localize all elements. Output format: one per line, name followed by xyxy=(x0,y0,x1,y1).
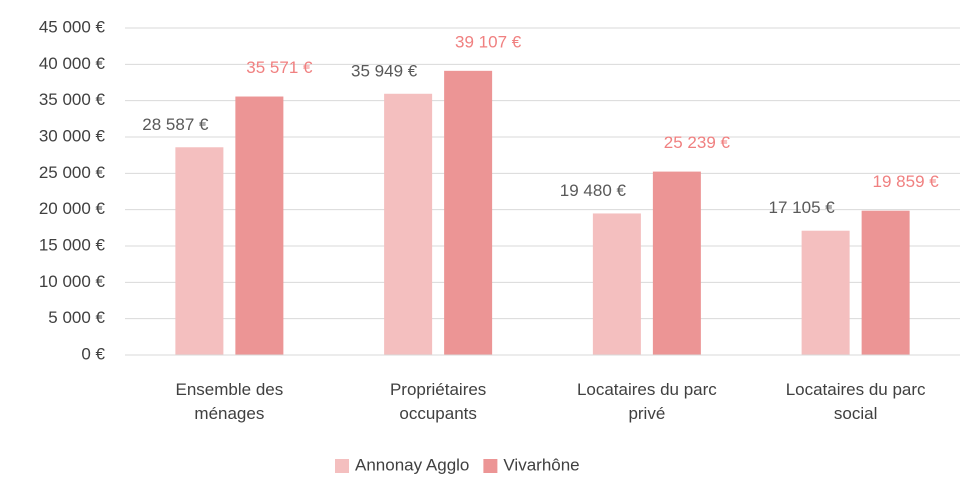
x-tick-label: Ensemble des ménages xyxy=(175,380,284,423)
y-tick-label: 45 000 € xyxy=(39,17,106,36)
bar xyxy=(861,210,910,355)
y-tick-label: 25 000 € xyxy=(39,163,106,182)
value-label: 17 105 € xyxy=(769,198,836,217)
bar xyxy=(175,147,224,355)
bar xyxy=(235,96,284,356)
legend-swatch xyxy=(483,459,498,473)
y-tick-label: 20 000 € xyxy=(39,199,106,218)
value-label: 39 107 € xyxy=(455,32,522,51)
value-label: 28 587 € xyxy=(142,115,209,134)
value-label: 19 480 € xyxy=(560,181,627,200)
value-label: 35 571 € xyxy=(246,58,313,77)
y-tick-label: 10 000 € xyxy=(39,272,106,291)
bar xyxy=(384,93,433,355)
legend-label: Annonay Agglo xyxy=(355,455,469,474)
x-tick-label: Locataires du parc privé xyxy=(576,380,717,423)
y-tick-label: 15 000 € xyxy=(39,235,106,254)
y-tick-label: 30 000 € xyxy=(39,126,106,145)
y-tick-label: 0 € xyxy=(81,344,105,363)
x-tick-label: Locataires du parc social xyxy=(785,380,926,423)
x-tick-label: Propriétaires occupants xyxy=(389,380,487,423)
value-label: 25 239 € xyxy=(664,133,731,152)
bar xyxy=(801,230,850,355)
value-label: 19 859 € xyxy=(873,172,940,191)
bar xyxy=(444,70,493,356)
bar xyxy=(652,171,701,355)
bar xyxy=(592,213,641,355)
y-tick-label: 5 000 € xyxy=(48,308,105,327)
legend-label: Vivarhône xyxy=(503,455,579,474)
value-label: 35 949 € xyxy=(351,61,418,80)
y-tick-label: 40 000 € xyxy=(39,54,106,73)
legend-swatch xyxy=(335,459,349,473)
y-tick-label: 35 000 € xyxy=(39,90,106,109)
